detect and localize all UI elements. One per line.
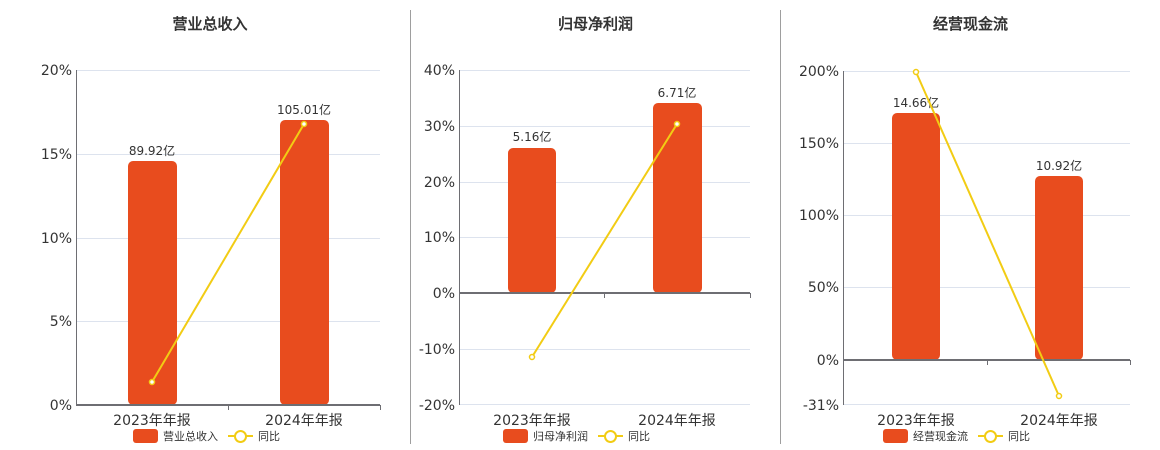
x-tick: 2023年年报	[113, 413, 191, 429]
legend-bar-label[interactable]: 经营现金流	[913, 430, 968, 443]
legend-bar-swatch[interactable]	[133, 429, 158, 443]
y-tick: 20%	[41, 63, 72, 79]
chart-title: 营业总收入	[172, 15, 248, 33]
bar-2023[interactable]	[128, 161, 177, 405]
chart-title: 经营现金流	[932, 15, 1008, 33]
legend: 归母净利润 同比	[503, 427, 650, 445]
legend-line-label[interactable]: 同比	[258, 430, 280, 443]
y-tick: 15%	[41, 147, 72, 163]
chart-panel-net-profit: 归母净利润	[411, 0, 780, 450]
y-tick: 10%	[41, 231, 72, 247]
legend-bar-swatch[interactable]	[883, 429, 908, 443]
legend-line-label[interactable]: 同比	[1008, 430, 1030, 443]
chart-panel-operating-cash-flow: 经营现金流	[781, 0, 1160, 450]
legend: 经营现金流 同比	[883, 427, 1030, 445]
chart-panel-revenue: 营业总收入 20% 15% 10% 5% 0% 89.92亿 105.01亿 2…	[0, 0, 410, 450]
x-tick: 2024年年报	[265, 413, 343, 429]
legend: 营业总收入 同比	[133, 427, 280, 445]
legend-line-label[interactable]: 同比	[628, 430, 650, 443]
legend-bar-swatch[interactable]	[503, 429, 528, 443]
bar-label: 105.01亿	[277, 102, 331, 117]
chart-title: 归母净利润	[557, 15, 633, 33]
chart-plot: 20% 15% 10% 5% 0% 89.92亿 105.01亿 2023年年报…	[41, 63, 381, 429]
bar-2024[interactable]	[280, 120, 329, 405]
yoy-line[interactable]	[151, 123, 305, 383]
divider	[410, 10, 411, 444]
legend-bar-label[interactable]: 营业总收入	[163, 430, 218, 443]
legend-bar-label[interactable]: 归母净利润	[533, 430, 588, 443]
bar-label: 89.92亿	[129, 143, 175, 158]
legend-line-icon[interactable]	[228, 429, 253, 443]
divider	[780, 10, 781, 444]
legend-line-icon[interactable]	[598, 429, 623, 443]
y-tick: 0%	[50, 398, 72, 414]
y-tick: 5%	[50, 314, 72, 330]
legend-line-icon[interactable]	[978, 429, 1003, 443]
